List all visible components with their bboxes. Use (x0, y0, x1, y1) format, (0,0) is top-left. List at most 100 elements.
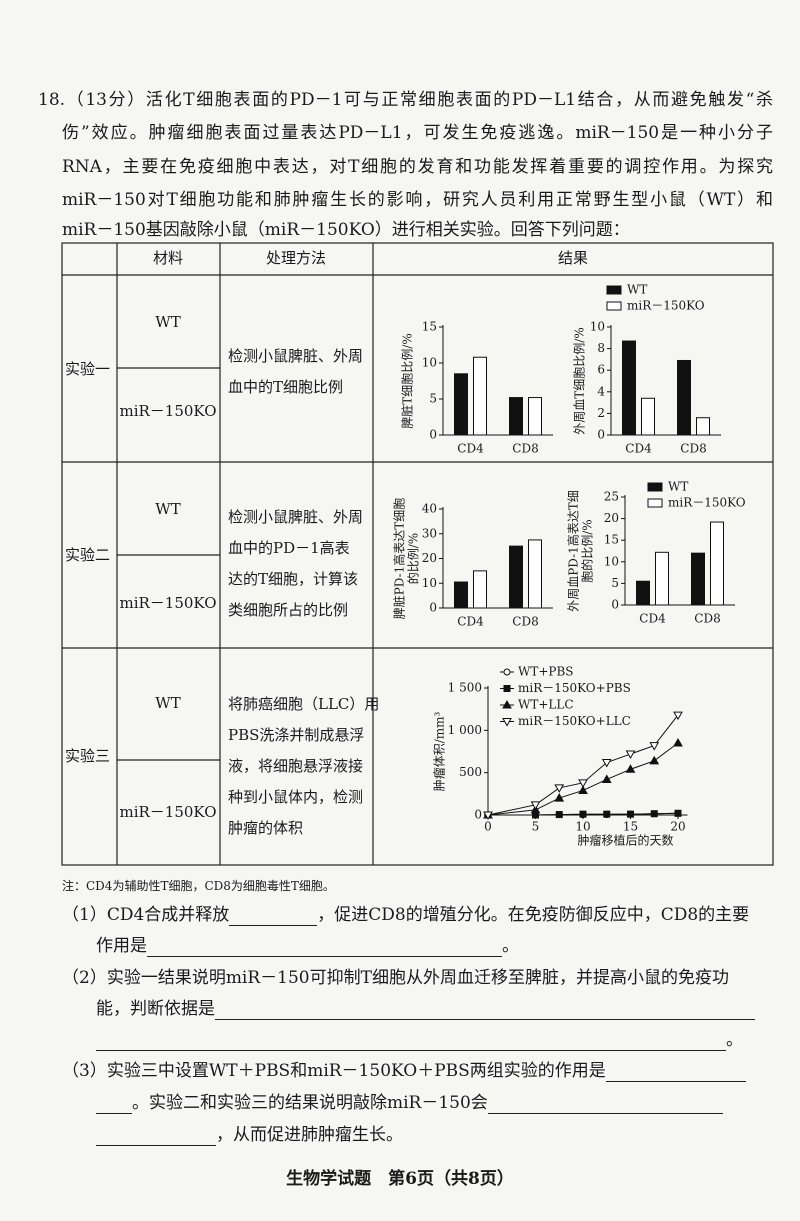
marker (674, 809, 682, 817)
legend-label: miR－150KO (627, 299, 705, 313)
y-tick-label: 10 (604, 554, 619, 568)
method-line: 种到小鼠体内，检测 (228, 788, 363, 806)
bar (454, 581, 468, 609)
table-grid (61, 242, 774, 866)
bar (454, 373, 468, 436)
method-line: 类细胞所占的比例 (228, 601, 348, 619)
method-line: PBS洗涤并制成悬浮 (228, 726, 364, 744)
marker (502, 718, 512, 727)
marker (601, 759, 612, 768)
material: WT (155, 694, 180, 712)
bar (528, 539, 542, 609)
q-text: （3）实验三中设置WT＋PBS和miR－150KO＋PBS两组实验的作用是 (62, 1061, 606, 1081)
question-line: （3）实验三中设置WT＋PBS和miR－150KO＋PBS两组实验的作用是 (62, 1060, 746, 1082)
y-tick-label: 25 (604, 490, 619, 504)
bar (528, 397, 542, 436)
marker (649, 755, 660, 765)
blank (147, 939, 502, 957)
marker (503, 668, 511, 676)
legend-label: miR－150KO+PBS (518, 681, 631, 695)
question-line: ，从而促进肺肿瘤生长。 (96, 1124, 403, 1146)
y-tick-label: 1 000 (448, 723, 482, 737)
y-tick-label: 2 (597, 406, 605, 420)
blank (487, 1096, 723, 1114)
blank (96, 1096, 132, 1114)
intro-line: 18.（13分）活化T细胞表面的PD－1可与正常细胞表面的PD－L1结合，从而避… (38, 90, 773, 110)
blank (229, 908, 318, 926)
method-line: 检测小鼠脾脏、外周 (228, 508, 363, 526)
y-tick-label: 20 (422, 551, 437, 565)
bar (509, 545, 523, 609)
q-text: 。 (502, 936, 519, 956)
q-text: 。 (726, 1030, 743, 1050)
y-tick-label: 15 (604, 533, 619, 547)
legend-swatch (606, 301, 622, 311)
y-tick-label: 0 (429, 601, 437, 615)
material: miR－150KO (119, 402, 216, 420)
intro-line: RNA，主要在免疫细胞中表达，对T细胞的发育和功能发挥着重要的调控作用。为探究 (62, 157, 773, 177)
y-tick-label: 10 (590, 320, 605, 334)
bar (677, 359, 691, 436)
footer: 生物学试题 第6页（共8页） (286, 1169, 514, 1189)
table-border (61, 242, 774, 866)
intro-line: miR－150基因敲除小鼠（miR－150KO）进行相关实验。回答下列问题： (62, 220, 630, 240)
y-tick-label: 0 (597, 428, 605, 442)
y-tick-label: 30 (422, 526, 437, 540)
bar (691, 552, 705, 606)
legend-swatch (647, 498, 663, 508)
material: miR－150KO (119, 594, 216, 612)
method-line: 达的T细胞，计算该 (228, 570, 358, 588)
legend-swatch (647, 482, 663, 492)
q-text: 。实验二和实验三的结果说明敲除miR－150会 (132, 1093, 488, 1113)
bar (636, 580, 650, 606)
material: WT (155, 313, 180, 331)
method-line: 将肺癌细胞（LLC）用 (228, 695, 379, 713)
question-line: 能，判断依据是 (96, 998, 755, 1020)
note: 注：CD4为辅助性T细胞，CD8为细胞毒性T细胞。 (62, 879, 335, 893)
blank (605, 1064, 746, 1082)
q-text: ，从而促进肺肿瘤生长。 (216, 1125, 403, 1145)
y-tick-label: 6 (597, 363, 605, 377)
y-axis-label: 外周血T细胞比例/% (573, 327, 587, 434)
bar (655, 551, 669, 606)
x-tick-label: 5 (532, 820, 540, 834)
x-tick-label: CD4 (625, 442, 652, 456)
bar (509, 397, 523, 436)
y-tick-label: 0 (429, 428, 437, 442)
y-axis-label: 脾脏PD-1高表达T细胞 (392, 498, 407, 620)
experiment-name: 实验三 (65, 747, 110, 765)
marker (578, 779, 588, 788)
marker (530, 801, 541, 810)
marker (554, 784, 565, 793)
marker (625, 764, 636, 773)
series-line (488, 812, 679, 816)
legend-label: miR－150KO+LLC (518, 714, 631, 728)
y-tick-label: 8 (597, 341, 605, 355)
bar (696, 417, 710, 436)
bar (622, 340, 636, 436)
q-text: （1）CD4合成并释放 (62, 905, 230, 925)
bar (710, 521, 724, 606)
y-axis-label: 的比例/% (406, 533, 421, 584)
marker (601, 774, 612, 783)
x-tick-label: 20 (670, 820, 685, 834)
method-line: 血中的PD－1高表 (228, 539, 350, 557)
y-axis-label: 脾脏T细胞比例/% (400, 333, 415, 428)
y-tick-label: 0 (611, 598, 619, 612)
y-tick-label: 0 (474, 808, 482, 822)
bar (473, 356, 487, 436)
marker (578, 785, 588, 794)
marker (579, 810, 587, 818)
y-tick-label: 5 (611, 576, 619, 590)
x-tick-label: CD4 (639, 612, 666, 626)
q-text: ，促进CD8的增殖分化。在免疫防御反应中，CD8的主要 (317, 905, 750, 925)
experiment-name: 实验二 (65, 546, 110, 564)
marker (650, 810, 658, 818)
y-axis-label: 肿瘤体积/mm³ (432, 712, 447, 792)
marker (483, 811, 493, 821)
header: 结果 (558, 249, 588, 267)
blank (215, 1002, 755, 1020)
marker (625, 750, 636, 760)
